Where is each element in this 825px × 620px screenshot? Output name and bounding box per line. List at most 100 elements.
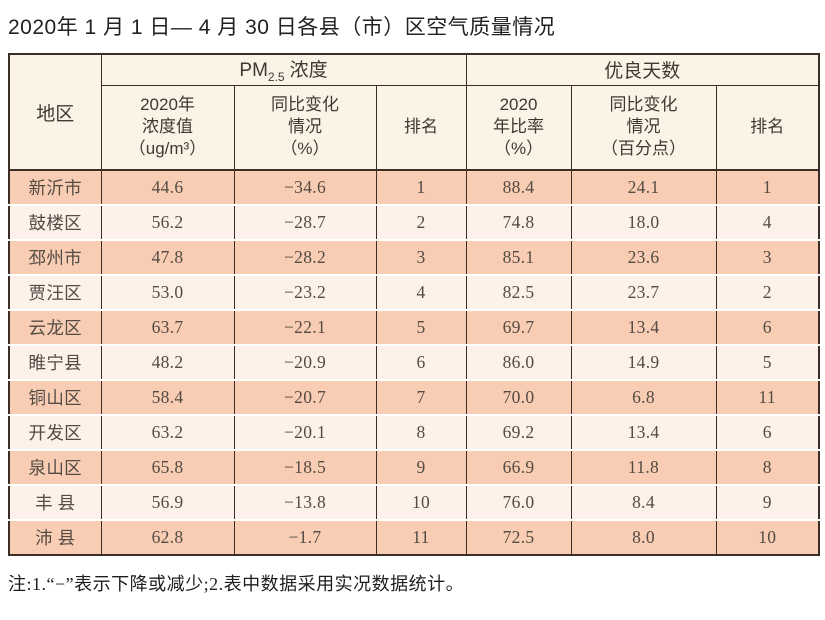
cell-good-rank: 9 — [715, 484, 820, 521]
cell-region: 贾汪区 — [8, 274, 102, 311]
header-region: 地区 — [8, 53, 102, 171]
cell-pm-change: −18.5 — [233, 449, 377, 486]
table-row: 铜山区 58.4 −20.7 7 70.0 6.8 11 — [8, 379, 820, 416]
pm25-label-subscript: 2.5 — [267, 70, 285, 85]
cell-pm-change: −20.7 — [233, 379, 377, 416]
cell-good-change: 6.8 — [570, 379, 717, 416]
table-row: 开发区 63.2 −20.1 8 69.2 13.4 6 — [8, 414, 820, 451]
page-title: 2020年 1 月 1 日— 4 月 30 日各县（市）区空气质量情况 — [8, 16, 556, 39]
cell-good-change: 18.0 — [570, 204, 717, 241]
cell-pm-value: 53.0 — [100, 274, 235, 311]
cell-good-rate: 69.7 — [465, 309, 572, 346]
cell-pm-rank: 9 — [375, 449, 467, 486]
table-body: 新沂市 44.6 −34.6 1 88.4 24.1 1 鼓楼区 56.2 −2… — [8, 169, 820, 556]
air-quality-table: 地区 PM2.5 浓度 优良天数 2020年 浓度值 （ug/m³） 同比变化 情… — [8, 53, 821, 556]
cell-region: 云龙区 — [8, 309, 102, 346]
table-row: 丰 县 56.9 −13.8 10 76.0 8.4 9 — [8, 484, 820, 521]
table-row: 贾汪区 53.0 −23.2 4 82.5 23.7 2 — [8, 274, 820, 311]
cell-good-rank: 6 — [715, 309, 820, 346]
cell-good-rate: 82.5 — [465, 274, 572, 311]
cell-region: 新沂市 — [8, 169, 102, 206]
table-row: 鼓楼区 56.2 −28.7 2 74.8 18.0 4 — [8, 204, 820, 241]
header-group-row: 地区 PM2.5 浓度 优良天数 — [8, 53, 820, 171]
cell-good-change: 24.1 — [570, 169, 717, 206]
cell-region: 铜山区 — [8, 379, 102, 416]
table-row: 睢宁县 48.2 −20.9 6 86.0 14.9 5 — [8, 344, 820, 381]
header-sub-row: 2020年 浓度值 （ug/m³） 同比变化 情况 （%） 排名 2020 年比… — [9, 84, 820, 171]
cell-pm-change: −1.7 — [233, 519, 377, 556]
table-row: 沛 县 62.8 −1.7 11 72.5 8.0 10 — [8, 519, 820, 556]
cell-region: 开发区 — [8, 414, 102, 451]
pm25-label-prefix: PM — [239, 60, 268, 82]
table-row: 新沂市 44.6 −34.6 1 88.4 24.1 1 — [8, 169, 820, 206]
cell-good-change: 8.0 — [570, 519, 717, 556]
cell-pm-change: −13.8 — [233, 484, 377, 521]
cell-region: 泉山区 — [8, 449, 102, 486]
cell-good-rate: 70.0 — [465, 379, 572, 416]
cell-pm-value: 44.6 — [100, 169, 235, 206]
cell-good-change: 23.7 — [570, 274, 717, 311]
cell-region: 沛 县 — [8, 519, 102, 556]
header-good-rank: 排名 — [715, 84, 820, 171]
cell-pm-rank: 4 — [375, 274, 467, 311]
cell-good-change: 8.4 — [570, 484, 717, 521]
cell-good-change: 11.8 — [570, 449, 717, 486]
cell-good-change: 23.6 — [570, 239, 717, 276]
cell-pm-value: 56.2 — [100, 204, 235, 241]
cell-pm-change: −28.7 — [233, 204, 377, 241]
cell-good-rank: 4 — [715, 204, 820, 241]
cell-pm-value: 58.4 — [100, 379, 235, 416]
cell-pm-change: −28.2 — [233, 239, 377, 276]
cell-pm-value: 48.2 — [100, 344, 235, 381]
cell-pm-value: 63.7 — [100, 309, 235, 346]
cell-good-rank: 2 — [715, 274, 820, 311]
header-group-pm25: PM2.5 浓度 — [100, 53, 467, 86]
cell-good-change: 13.4 — [570, 414, 717, 451]
cell-good-change: 14.9 — [570, 344, 717, 381]
cell-good-rate: 85.1 — [465, 239, 572, 276]
cell-good-rank: 3 — [715, 239, 820, 276]
cell-pm-rank: 6 — [375, 344, 467, 381]
cell-pm-change: −20.1 — [233, 414, 377, 451]
cell-pm-value: 56.9 — [100, 484, 235, 521]
table-row: 泉山区 65.8 −18.5 9 66.9 11.8 8 — [8, 449, 820, 486]
header-group-good-days: 优良天数 — [465, 53, 820, 86]
cell-good-rate: 76.0 — [465, 484, 572, 521]
cell-good-rank: 6 — [715, 414, 820, 451]
cell-pm-value: 65.8 — [100, 449, 235, 486]
table-row: 邳州市 47.8 −28.2 3 85.1 23.6 3 — [8, 239, 820, 276]
cell-pm-value: 63.2 — [100, 414, 235, 451]
cell-good-rate: 86.0 — [465, 344, 572, 381]
header-pm-change: 同比变化 情况 （%） — [233, 84, 377, 171]
cell-pm-rank: 8 — [375, 414, 467, 451]
cell-good-rate: 88.4 — [465, 169, 572, 206]
cell-region: 丰 县 — [8, 484, 102, 521]
header-pm-value: 2020年 浓度值 （ug/m³） — [100, 84, 235, 171]
cell-region: 邳州市 — [8, 239, 102, 276]
cell-region: 睢宁县 — [8, 344, 102, 381]
cell-pm-change: −20.9 — [233, 344, 377, 381]
cell-good-rank: 11 — [715, 379, 820, 416]
table-row: 云龙区 63.7 −22.1 5 69.7 13.4 6 — [8, 309, 820, 346]
cell-good-rank: 5 — [715, 344, 820, 381]
cell-pm-rank: 11 — [375, 519, 467, 556]
cell-pm-rank: 3 — [375, 239, 467, 276]
cell-good-rank: 1 — [715, 169, 820, 206]
cell-good-rate: 74.8 — [465, 204, 572, 241]
cell-good-rate: 66.9 — [465, 449, 572, 486]
header-good-rate: 2020 年比率 （%） — [465, 84, 572, 171]
cell-good-change: 13.4 — [570, 309, 717, 346]
cell-pm-value: 62.8 — [100, 519, 235, 556]
cell-pm-rank: 2 — [375, 204, 467, 241]
cell-pm-rank: 5 — [375, 309, 467, 346]
cell-pm-value: 47.8 — [100, 239, 235, 276]
cell-pm-rank: 1 — [375, 169, 467, 206]
cell-good-rate: 69.2 — [465, 414, 572, 451]
pm25-label-suffix: 浓度 — [289, 60, 328, 82]
header-pm-rank: 排名 — [375, 84, 467, 171]
cell-good-rank: 10 — [715, 519, 820, 556]
cell-pm-change: −22.1 — [233, 309, 377, 346]
table-header: 地区 PM2.5 浓度 优良天数 2020年 浓度值 （ug/m³） 同比变化 情… — [8, 53, 820, 171]
cell-pm-rank: 10 — [375, 484, 467, 521]
cell-pm-change: −23.2 — [233, 274, 377, 311]
